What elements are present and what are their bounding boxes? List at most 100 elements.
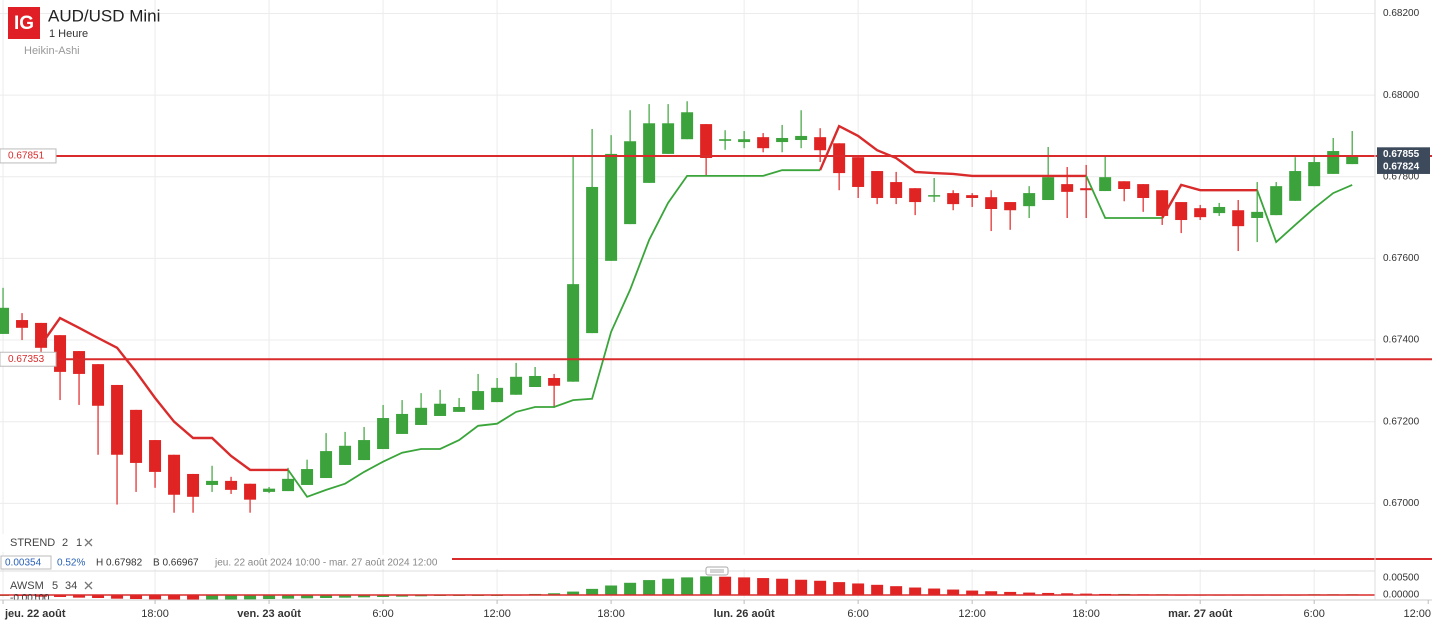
oscillator-bar [757,578,770,595]
oscillator-bar [947,589,960,595]
candle-body [320,451,333,479]
candle-body [871,171,884,198]
oscillator-bar [548,593,561,595]
candle-body [529,375,542,387]
y-tick-label: -0.00100 [10,593,50,604]
oscillator-bar [795,579,808,595]
candle-body [16,320,29,328]
x-tick-label: 12:00 [958,608,986,620]
oscillator-bar [111,594,124,599]
candle-body [225,480,238,490]
y-tick-label: 0.67200 [1383,416,1420,427]
candle-body [643,123,656,183]
x-tick-label: 6:00 [1303,608,1324,620]
candle-body [1213,206,1226,214]
candle-body [757,137,770,149]
oscillator-bar [909,587,922,595]
indicator-param: 5 [52,580,58,592]
candle-body [1137,184,1150,198]
candle-body [510,376,523,395]
oscillator-bar [358,594,371,598]
oscillator-bar [681,577,694,595]
candle-body [738,139,751,143]
oscillator-bar [814,580,827,595]
candle-body [1080,188,1093,191]
candle-body [1099,177,1112,192]
oscillator-bar [339,594,352,598]
oscillator-bar [1004,591,1017,595]
candle-body [282,478,295,492]
oscillator-bar [206,594,219,601]
candle-body [1270,186,1283,216]
candle-body [1232,210,1245,227]
candle-body [434,403,447,416]
oscillator-bar [396,594,409,597]
candle-body [187,473,200,497]
oscillator-bar [567,591,580,595]
price-marker [1377,147,1430,162]
x-tick-label: ven. 23 août [237,608,301,620]
candle-body [54,335,67,372]
close-icon[interactable] [84,581,93,590]
oscillator-bar [149,594,162,600]
candle-body [719,139,732,141]
y-tick-label: 0.00500 [1383,573,1420,584]
indicator-name: STREND [10,537,55,549]
y-tick-label: 0.67400 [1383,335,1420,346]
change: 0.52% [57,558,85,569]
oscillator-bar [852,583,865,595]
chart-style: Heikin-Ashi [24,45,80,57]
oscillator: 0.00500 0.00000 -0.00100 [0,573,1420,604]
candle-body [396,413,409,434]
candle-body [301,469,314,485]
oscillator-bar [377,594,390,597]
x-tick-label: 6:00 [372,608,393,620]
oscillator-bar [244,594,257,600]
panel-handle[interactable] [705,566,729,576]
candle-body [833,143,846,174]
candle-body [415,407,428,425]
candle-body [92,364,105,406]
oscillator-bar [662,578,675,595]
x-tick-label: lun. 26 août [714,608,775,620]
y-tick-label: 0.67800 [1383,171,1420,182]
indicator-param: 1 [76,537,82,549]
oscillator-bar [719,576,732,595]
candle-body [1042,177,1055,201]
overlay: 0.68200 0.68000 0.67800 0.67600 0.67400 0.672… [0,8,1432,509]
oscillator-bar [985,591,998,595]
panel-handle-grip [710,569,724,573]
y-tick-label: 0.67600 [1383,253,1420,264]
price-marker-label: 0.67824 [1383,162,1420,173]
candle-body [453,406,466,412]
oscillator-bar [776,578,789,595]
candle-body [1346,155,1359,165]
candle-body [624,141,637,225]
plot [0,101,1359,513]
candle-body [776,137,789,143]
low: B 0.66967 [153,558,199,569]
indicator-name: AWSM [10,580,44,592]
candle-body [586,186,599,334]
close-icon[interactable] [84,538,93,547]
x-tick-label: mar. 27 août [1168,608,1233,620]
oscillator-bar [700,576,713,595]
candle-body [168,454,181,495]
period: jeu. 22 août 2024 10:00 - mar. 27 août 2… [214,558,438,569]
x-tick-label: 6:00 [847,608,868,620]
oscillator-bar [643,580,656,595]
y-tick-label: 0.68000 [1383,90,1420,101]
candle-body [909,188,922,203]
oscillator-bar [1061,593,1074,595]
price-level-label: 0.67353 [8,354,45,365]
oscillator-bar [890,586,903,595]
price-level-box [0,351,57,367]
oscillator-bar [966,590,979,595]
x-tick-label: 12:00 [483,608,511,620]
candle-body [1194,208,1207,218]
candle-body [1004,202,1017,211]
candle-body [244,483,257,500]
indicator-param: 34 [65,580,77,592]
y-tick-label: 0.67000 [1383,498,1420,509]
